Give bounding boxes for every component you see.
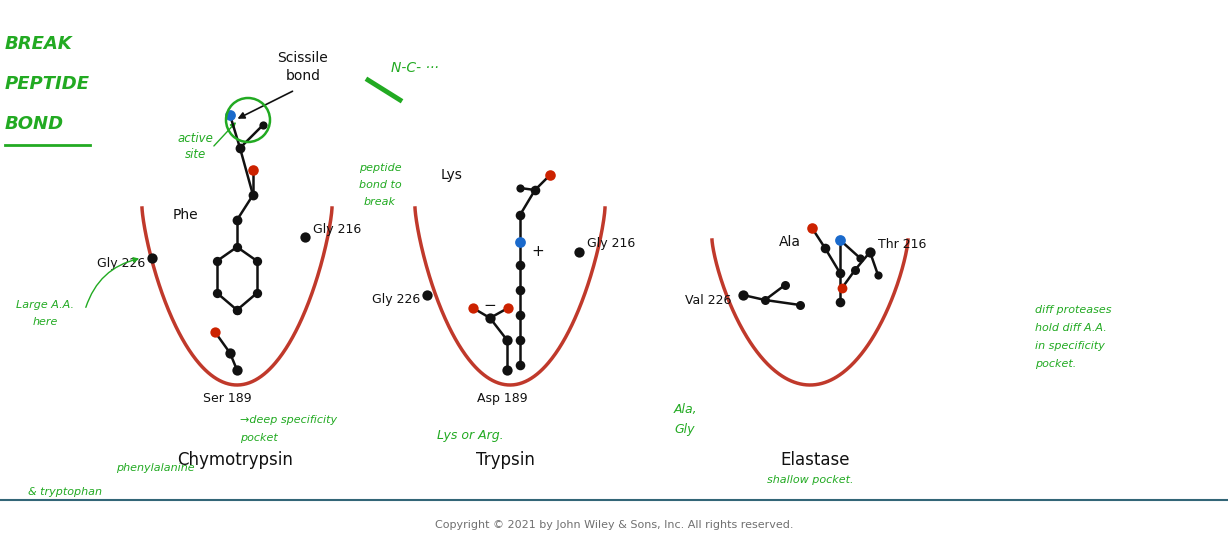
Text: Chymotrypsin: Chymotrypsin (177, 451, 293, 469)
Text: Lys: Lys (441, 168, 463, 182)
Point (227, 216, 247, 225)
Point (830, 298, 850, 306)
Text: Thr 216: Thr 216 (878, 237, 926, 251)
Text: & tryptophan: & tryptophan (28, 487, 102, 497)
Text: −: − (484, 299, 496, 314)
Text: pocket: pocket (239, 433, 278, 443)
Point (569, 248, 588, 257)
Point (208, 257, 227, 266)
Point (510, 285, 529, 294)
Text: active: active (177, 131, 212, 145)
Text: Phe: Phe (172, 208, 198, 222)
Text: Gly 226: Gly 226 (97, 257, 145, 269)
Point (830, 236, 850, 245)
Point (227, 306, 247, 315)
Text: Val 226: Val 226 (685, 294, 732, 306)
Point (830, 269, 850, 278)
Text: BREAK: BREAK (5, 35, 72, 53)
Point (845, 266, 865, 274)
Text: Ala,: Ala, (673, 404, 696, 417)
Point (243, 166, 263, 174)
Point (790, 301, 809, 310)
Point (526, 185, 545, 194)
Point (775, 280, 795, 289)
Text: Asp 189: Asp 189 (476, 392, 527, 405)
Text: Ser 189: Ser 189 (203, 392, 252, 405)
Point (295, 232, 314, 241)
Text: Lys or Arg.: Lys or Arg. (437, 428, 503, 442)
Point (815, 243, 835, 252)
Text: Gly 216: Gly 216 (587, 237, 635, 251)
Text: peptide: peptide (359, 163, 402, 173)
Point (247, 289, 266, 298)
Point (850, 253, 869, 262)
Text: N-C- ···: N-C- ··· (392, 61, 438, 75)
Text: Elastase: Elastase (780, 451, 850, 469)
Point (227, 242, 247, 251)
Point (510, 184, 529, 193)
Point (499, 304, 518, 312)
Point (510, 311, 529, 320)
Point (463, 304, 483, 312)
Text: Copyright © 2021 by John Wiley & Sons, Inc. All rights reserved.: Copyright © 2021 by John Wiley & Sons, I… (435, 520, 793, 530)
Text: Gly: Gly (674, 423, 695, 437)
Text: hold diff A.A.: hold diff A.A. (1035, 323, 1106, 333)
Text: PEPTIDE: PEPTIDE (5, 75, 90, 93)
Text: phenylalanine: phenylalanine (115, 463, 194, 473)
Text: shallow pocket.: shallow pocket. (766, 475, 853, 485)
Text: site: site (184, 148, 205, 162)
Point (208, 289, 227, 298)
Point (142, 253, 162, 262)
Point (253, 120, 273, 129)
Point (510, 237, 529, 246)
Point (860, 248, 879, 257)
Point (247, 257, 266, 266)
Text: here: here (32, 317, 58, 327)
Point (868, 270, 888, 279)
Text: →deep specificity: →deep specificity (239, 415, 338, 425)
Text: break: break (363, 197, 395, 207)
Point (230, 144, 249, 152)
Text: Scissile: Scissile (278, 51, 328, 65)
Point (220, 110, 239, 119)
Point (480, 314, 500, 322)
Point (418, 290, 437, 299)
Text: +: + (532, 245, 544, 259)
Point (243, 190, 263, 199)
Text: Gly 226: Gly 226 (372, 294, 420, 306)
Point (510, 261, 529, 269)
Text: BOND: BOND (5, 115, 64, 133)
Point (510, 210, 529, 219)
Point (540, 171, 560, 179)
Point (733, 290, 753, 299)
Point (227, 306, 247, 315)
Text: pocket.: pocket. (1035, 359, 1076, 369)
Point (497, 336, 517, 344)
Text: bond to: bond to (359, 180, 402, 190)
Point (802, 224, 822, 232)
Text: Trypsin: Trypsin (475, 451, 534, 469)
Point (510, 360, 529, 369)
Text: Ala: Ala (779, 235, 801, 249)
Point (510, 336, 529, 344)
Point (205, 327, 225, 336)
Text: in specificity: in specificity (1035, 341, 1105, 351)
Text: Large A.A.: Large A.A. (16, 300, 74, 310)
Point (497, 365, 517, 374)
Point (755, 295, 775, 304)
Point (833, 284, 852, 293)
Text: bond: bond (285, 69, 321, 83)
Point (220, 348, 239, 357)
Text: Gly 216: Gly 216 (313, 222, 361, 236)
Point (227, 365, 247, 374)
Text: diff proteases: diff proteases (1035, 305, 1111, 315)
